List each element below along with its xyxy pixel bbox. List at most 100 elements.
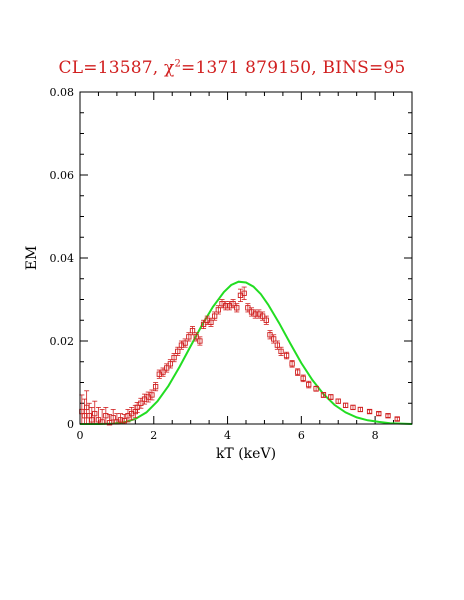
point-marker bbox=[186, 334, 192, 340]
title-chi-superscript: 2 bbox=[174, 58, 182, 70]
data-point bbox=[267, 330, 273, 340]
point-marker bbox=[223, 303, 229, 309]
point-marker bbox=[271, 336, 277, 342]
point-marker bbox=[189, 327, 196, 334]
point-marker bbox=[149, 392, 155, 398]
point-marker bbox=[385, 413, 391, 419]
data-point bbox=[357, 406, 364, 413]
point-marker bbox=[175, 348, 181, 355]
point-marker bbox=[263, 317, 269, 323]
data-point bbox=[294, 368, 301, 376]
point-marker bbox=[328, 394, 334, 400]
y-tick-label: 0 bbox=[67, 418, 74, 431]
data-point bbox=[189, 326, 196, 336]
y-tick-label: 0.08 bbox=[50, 86, 75, 99]
point-marker bbox=[357, 406, 364, 413]
point-marker bbox=[252, 311, 258, 317]
point-marker bbox=[138, 400, 144, 406]
data-point bbox=[342, 402, 349, 408]
point-marker bbox=[283, 352, 290, 359]
data-point bbox=[300, 374, 306, 383]
data-point bbox=[271, 334, 277, 344]
data-point bbox=[263, 315, 269, 325]
point-marker bbox=[350, 404, 356, 411]
x-tick-label: 4 bbox=[224, 429, 231, 442]
data-point bbox=[208, 317, 214, 327]
data-point bbox=[197, 336, 203, 346]
data-point bbox=[313, 385, 319, 392]
data-point bbox=[152, 382, 159, 392]
point-marker bbox=[294, 369, 301, 375]
point-marker bbox=[342, 402, 349, 408]
data-point bbox=[385, 413, 391, 419]
point-marker bbox=[215, 307, 221, 313]
point-marker bbox=[313, 386, 319, 392]
x-tick-label: 2 bbox=[150, 429, 157, 442]
data-point bbox=[92, 400, 98, 424]
y-tick-label: 0.04 bbox=[50, 252, 75, 265]
model-curve-group bbox=[80, 280, 413, 425]
point-marker bbox=[234, 305, 240, 311]
point-marker bbox=[211, 313, 218, 319]
y-axis-label: EM bbox=[24, 246, 40, 271]
data-point bbox=[234, 303, 240, 313]
data-point bbox=[117, 413, 124, 424]
data-point bbox=[350, 404, 356, 411]
title-chi-value: =1371 879150, BINS=95 bbox=[181, 58, 406, 78]
data-point bbox=[149, 389, 155, 401]
data-point bbox=[283, 351, 290, 360]
data-point bbox=[274, 340, 281, 350]
title-chi-symbol: χ bbox=[163, 58, 175, 78]
point-marker bbox=[152, 384, 159, 390]
point-marker bbox=[121, 418, 127, 424]
point-marker bbox=[167, 361, 174, 367]
data-point bbox=[175, 346, 181, 356]
data-point bbox=[366, 408, 373, 415]
x-tick-label: 6 bbox=[298, 429, 305, 442]
data-point bbox=[219, 299, 225, 309]
point-marker bbox=[103, 413, 109, 419]
data-point bbox=[278, 346, 284, 356]
data-point bbox=[328, 394, 334, 400]
data-point bbox=[110, 409, 116, 424]
data-point bbox=[83, 390, 90, 424]
tick-marks bbox=[79, 91, 413, 425]
tick-labels: 0 2 4 6 8 0 0.02 0.04 0.06 0.08 bbox=[50, 86, 379, 442]
point-marker bbox=[117, 417, 124, 423]
plot-frame bbox=[79, 91, 413, 425]
point-marker bbox=[110, 415, 116, 421]
point-marker bbox=[241, 290, 247, 296]
data-point bbox=[171, 353, 177, 363]
point-marker bbox=[182, 340, 188, 346]
y-tick-label: 0.02 bbox=[50, 335, 75, 348]
data-point bbox=[335, 398, 341, 404]
data-point bbox=[223, 301, 229, 311]
point-marker bbox=[171, 354, 177, 361]
point-marker bbox=[366, 408, 373, 415]
data-point bbox=[103, 406, 109, 424]
data-point bbox=[106, 414, 113, 426]
data-point bbox=[241, 286, 247, 300]
x-axis-label: kT (keV) bbox=[216, 446, 276, 462]
y-tick-label: 0.06 bbox=[50, 169, 75, 182]
x-tick-label: 8 bbox=[372, 429, 379, 442]
model-curve-line bbox=[80, 280, 413, 425]
data-point bbox=[289, 360, 295, 368]
point-marker bbox=[320, 392, 327, 398]
x-tick-label: 0 bbox=[77, 429, 84, 442]
data-point bbox=[182, 338, 188, 348]
point-marker bbox=[92, 410, 98, 417]
point-marker bbox=[197, 338, 203, 344]
point-marker bbox=[289, 361, 295, 367]
chart-title: CL=13587, χ2=1371 879150, BINS=95 bbox=[0, 58, 464, 78]
point-marker bbox=[306, 381, 312, 388]
data-point bbox=[89, 406, 95, 424]
point-marker bbox=[300, 375, 306, 381]
point-marker bbox=[335, 398, 341, 404]
data-point bbox=[215, 305, 221, 315]
point-marker bbox=[208, 319, 214, 325]
point-marker bbox=[274, 342, 281, 348]
data-point bbox=[320, 392, 327, 398]
point-marker bbox=[106, 420, 113, 426]
